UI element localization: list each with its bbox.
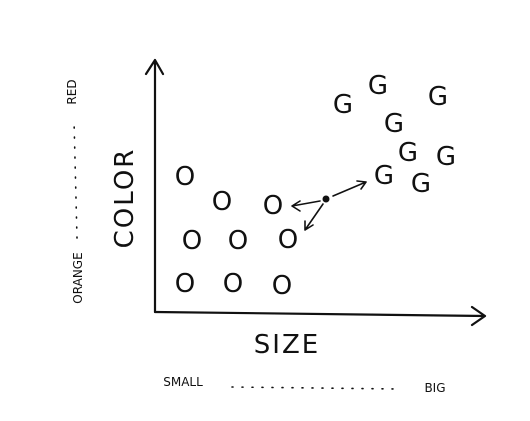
x-axis — [153, 305, 487, 327]
point-g: G — [374, 161, 394, 191]
point-o: O — [182, 226, 202, 256]
point-o: O — [175, 269, 195, 299]
point-o: O — [263, 191, 283, 221]
x-low-label: SMALL — [163, 375, 203, 389]
x-axis-label: SIZE — [254, 330, 320, 360]
y-high-label: RED — [65, 79, 79, 104]
point-o: O — [278, 225, 298, 255]
point-g: G — [384, 109, 404, 139]
point-g: G — [411, 169, 431, 199]
point-o: O — [272, 271, 292, 301]
y-scale-dots — [73, 119, 78, 239]
arrow — [332, 180, 367, 197]
x-scale-dots — [231, 386, 401, 390]
point-g: G — [436, 142, 456, 172]
arrow — [291, 200, 321, 212]
point-o: O — [223, 269, 243, 299]
point-g: G — [428, 82, 448, 112]
y-low-label: ORANGE — [71, 252, 85, 303]
point-g: G — [333, 90, 353, 120]
point-g: G — [368, 71, 388, 101]
point-o: O — [212, 187, 232, 217]
point-o: O — [228, 226, 248, 256]
arrow — [304, 203, 324, 231]
point-o: O — [175, 162, 195, 192]
x-high-label: BIG — [424, 381, 445, 395]
y-axis-label: COLOR — [110, 148, 140, 249]
query-point — [322, 195, 330, 203]
point-g: G — [398, 138, 418, 168]
y-axis — [144, 58, 165, 314]
